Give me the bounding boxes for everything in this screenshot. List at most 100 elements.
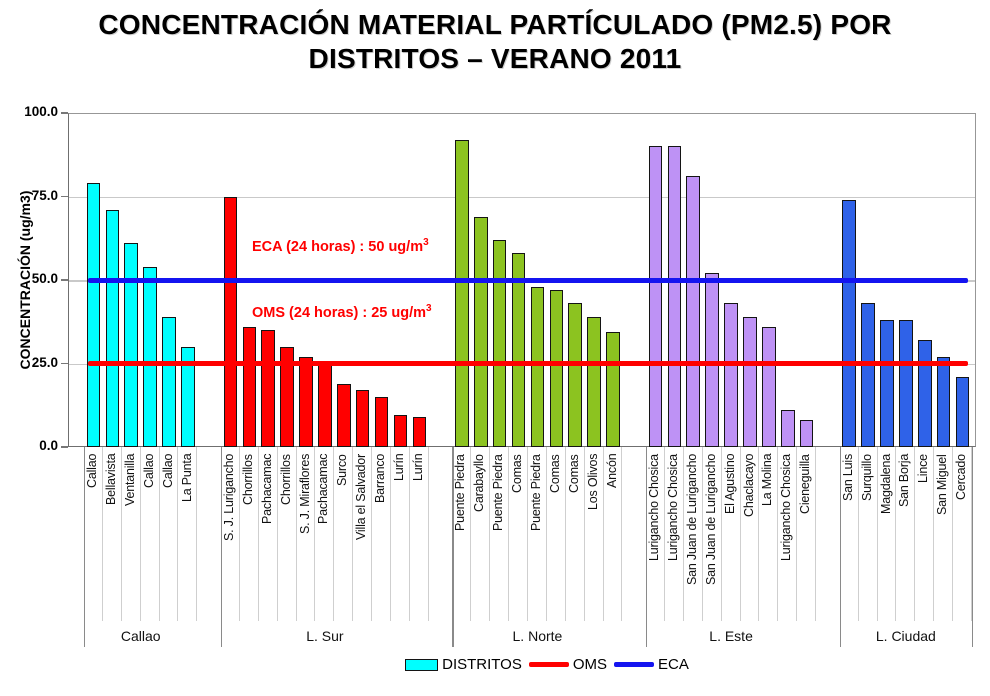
bar-slot	[509, 113, 528, 447]
bar	[705, 273, 719, 447]
bar-labels-row: S. J. Lurigancho Chorrillos Pachacamac Chor…	[221, 447, 429, 621]
y-tick-mark	[61, 112, 68, 114]
group-label-text: L. Este	[709, 628, 753, 644]
y-tick-mark	[61, 279, 68, 281]
bar	[492, 239, 507, 447]
bar-slot	[547, 113, 566, 447]
bar-slot	[934, 113, 953, 447]
bar-label: San Borja	[897, 454, 912, 508]
bar	[743, 316, 757, 447]
group-label-text: L. Norte	[512, 628, 563, 644]
bars-row	[840, 113, 972, 447]
bar-label: Surco	[335, 454, 350, 486]
district-group: Lurigancho Chosica Lurigancho Chosica San …	[646, 113, 817, 651]
bar-label: Comas	[510, 454, 525, 493]
bar-label: Lurigancho Chosica	[647, 454, 662, 561]
bar-slot	[528, 113, 547, 447]
bar-slot	[297, 113, 316, 447]
y-tick-mark	[61, 362, 68, 365]
bar-label: La Punta	[179, 454, 194, 503]
bar	[842, 199, 856, 447]
bar-label-slot: El Agustino	[722, 447, 741, 621]
bar-slot	[797, 113, 816, 447]
legend-item-oms: OMS	[528, 656, 608, 673]
legend-item-eca: ECA	[614, 656, 689, 673]
bar	[105, 209, 120, 447]
bar-label: San Luis	[840, 454, 855, 502]
bar-slot	[896, 113, 915, 447]
bar-label: Chaclacayo	[741, 454, 756, 518]
legend-item-distritos: DISTRITOS	[405, 656, 522, 673]
bar	[917, 340, 932, 447]
bar-columns: Callao Bellavista Ventanilla Callao Callao La…	[68, 113, 976, 651]
bar-label-slot: Chorrillos	[278, 447, 297, 621]
bar-label: Surquillo	[859, 454, 874, 501]
legend-label: ECA	[658, 656, 689, 673]
bar-label-slot: Bellavista	[103, 447, 122, 621]
bar-label-slot: Surco	[334, 447, 354, 621]
bar-label-slot: Carabayllo	[471, 447, 491, 621]
legend-label: OMS	[572, 656, 608, 673]
y-tick-label: 25.0	[31, 354, 58, 370]
bar	[336, 383, 351, 447]
bar-label: La Molina	[760, 454, 775, 507]
y-tick-label: 75.0	[31, 187, 58, 203]
bar-slot	[585, 113, 604, 447]
group-label: L. Sur	[221, 621, 429, 651]
bar	[374, 396, 389, 447]
bar-label: S. J. Lurigancho	[222, 454, 237, 542]
bar-labels-row: San Luis Surquillo Magdalena San Borja Lince…	[840, 447, 972, 621]
bar-label: San Miguel	[935, 454, 950, 515]
group-label: L. Este	[646, 621, 816, 651]
group-gap	[622, 113, 646, 651]
bar-label-slot: San Miguel	[934, 447, 954, 621]
bar-label-slot: Callao	[84, 447, 103, 621]
bar-slot	[240, 113, 259, 447]
district-group: S. J. Lurigancho Chorrillos Pachacamac Chor…	[220, 113, 429, 651]
bar-label-slot: Lurín	[410, 447, 429, 621]
bar-slot	[490, 113, 509, 447]
bar	[686, 176, 701, 447]
bar-label-slot: La Punta	[178, 447, 198, 621]
bar-label: Cercado	[954, 454, 969, 500]
bar	[667, 146, 682, 447]
bar-label-slot: Puente Piedra	[452, 447, 472, 621]
bar	[724, 303, 738, 447]
bar-slot	[122, 113, 141, 447]
bar-label-slot: Callao	[160, 447, 179, 621]
bar-label-slot: Callao	[141, 447, 160, 621]
bar	[223, 196, 238, 447]
group-gap	[816, 113, 840, 651]
bar	[124, 243, 139, 447]
group-label: L. Norte	[452, 621, 622, 651]
bar-label: Villa el Salvador	[354, 454, 369, 541]
bars-row	[221, 113, 429, 447]
bar	[473, 216, 488, 447]
bar-label-slot: La Molina	[759, 447, 779, 621]
bar-slot	[703, 113, 722, 447]
bar	[648, 146, 663, 447]
bar-label: Lince	[916, 454, 931, 483]
bar-slot	[278, 113, 297, 447]
y-tick-label: 0.0	[39, 438, 58, 453]
bar-label-slot: Lurín	[391, 447, 410, 621]
bar	[355, 390, 370, 447]
group-label: L. Ciudad	[840, 621, 972, 651]
group-gap	[429, 113, 453, 651]
bar-label-slot: Cieneguilla	[797, 447, 817, 621]
bar-label: Los Olivos	[585, 454, 600, 511]
bar-label: Lurín	[392, 454, 407, 482]
legend-line	[614, 662, 655, 667]
bar-label-slot: Comas	[566, 447, 585, 621]
bar-label-slot: San Luis	[840, 447, 859, 621]
bar-label-slot: Los Olivos	[585, 447, 604, 621]
bars-row	[452, 113, 622, 447]
bar-label-slot: Puente Piedra	[490, 447, 510, 621]
bar-slot	[646, 113, 665, 447]
bar	[181, 346, 195, 447]
bar-label: El Agustino	[722, 454, 737, 515]
bar-label-slot: Comas	[509, 447, 528, 621]
bar-label: Callao	[160, 454, 175, 489]
bar	[568, 303, 582, 447]
